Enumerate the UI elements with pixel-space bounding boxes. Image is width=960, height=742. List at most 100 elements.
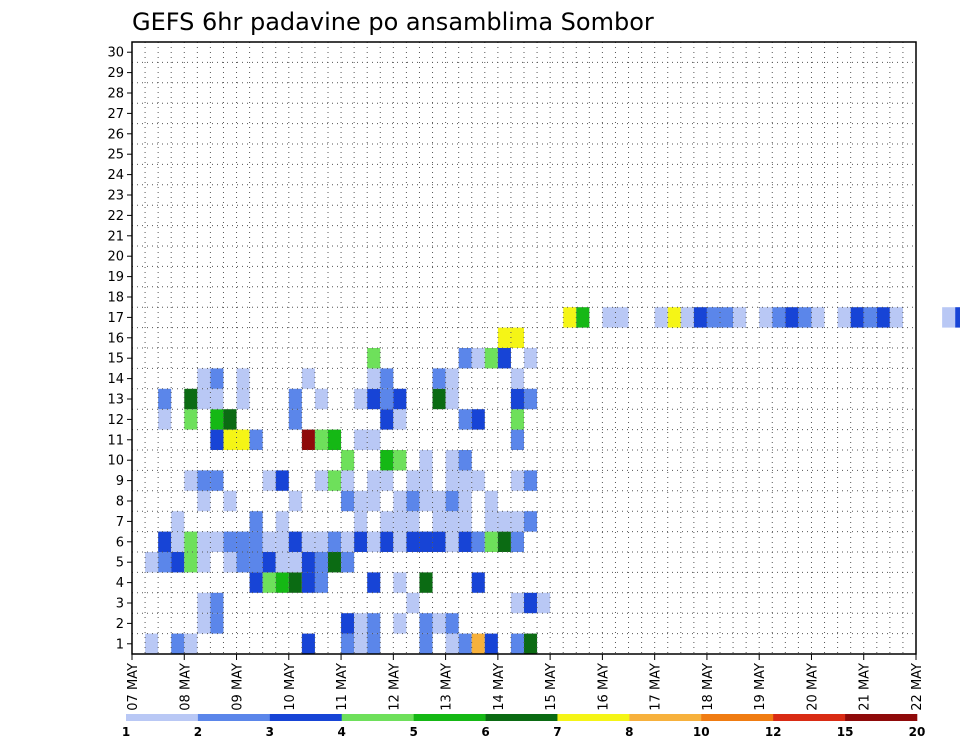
colorbar-label: 10 — [693, 725, 710, 739]
x-tick-label: 11 MAY — [335, 663, 350, 711]
precip-cell — [367, 368, 381, 389]
precip-cell — [249, 552, 263, 573]
precip-cell — [510, 633, 524, 654]
precip-cell — [432, 368, 446, 389]
precip-cell — [563, 307, 577, 328]
precip-cell — [354, 531, 368, 552]
precip-cell — [889, 307, 903, 328]
colorbar-label: 2 — [194, 725, 202, 739]
precip-cell — [615, 307, 629, 328]
precip-cell — [419, 633, 433, 654]
precip-cell — [406, 470, 420, 491]
precip-cell — [445, 613, 459, 634]
precip-cell — [772, 307, 786, 328]
y-tick-label: 2 — [116, 617, 124, 632]
x-tick-label: 09 MAY — [231, 663, 246, 711]
precip-cell — [510, 388, 524, 410]
y-tick-label: 13 — [107, 393, 124, 408]
x-tick-label: 21 MAY — [858, 663, 873, 711]
precip-cell — [733, 307, 747, 328]
precip-cell — [197, 613, 211, 634]
precip-cell — [497, 327, 511, 348]
precip-cell — [576, 307, 590, 328]
precip-cell — [380, 368, 394, 389]
precip-cell — [328, 429, 342, 450]
y-tick-label: 18 — [107, 291, 124, 306]
precip-cell — [510, 429, 524, 450]
precip-cell — [798, 307, 812, 328]
precip-cell — [942, 307, 956, 328]
precip-cell — [393, 572, 407, 593]
precip-cell — [458, 490, 472, 512]
precip-cell — [445, 633, 459, 654]
precip-cell — [210, 592, 224, 614]
x-tick-label: 20 MAY — [805, 663, 820, 711]
precip-cell — [184, 633, 198, 654]
y-tick-label: 26 — [107, 127, 124, 142]
x-axis-ticks: 07 MAY 08 MAY 09 MAY 10 MAY 11 MAY 12 MAY 13 M… — [126, 654, 925, 711]
precip-cell — [262, 552, 276, 573]
y-tick-label: 1 — [116, 637, 124, 652]
precip-cell — [471, 572, 485, 593]
precip-cell — [524, 388, 538, 410]
y-tick-label: 28 — [107, 87, 124, 102]
colorbar: 1 2 3 4 5 6 7 8 10 12 15 20 — [122, 714, 925, 739]
precip-cell — [341, 450, 355, 471]
precip-cell — [223, 552, 237, 573]
chart-title: GEFS 6hr padavine po ansamblima Sombor — [132, 8, 654, 36]
precip-cell — [210, 368, 224, 389]
colorbar-swatch — [126, 714, 199, 721]
x-tick-label: 15 MAY — [544, 663, 559, 711]
precip-cell — [223, 531, 237, 552]
colorbar-swatch — [701, 714, 774, 721]
precip-cell — [314, 552, 328, 573]
precip-cell — [341, 490, 355, 512]
precip-cell — [445, 490, 459, 512]
precip-cell — [275, 470, 289, 491]
precip-cell — [184, 470, 198, 491]
precip-cell — [288, 552, 302, 573]
y-tick-label: 22 — [107, 209, 124, 224]
colorbar-swatch — [629, 714, 702, 721]
precip-cell — [236, 429, 250, 450]
precip-cell — [367, 348, 381, 369]
precip-cell — [445, 450, 459, 471]
precip-cell — [301, 572, 315, 593]
colorbar-swatch — [269, 714, 343, 721]
colorbar-label: 8 — [625, 725, 633, 739]
precip-cell — [197, 470, 211, 491]
precip-cell — [210, 429, 224, 450]
precip-cell — [445, 531, 459, 552]
precip-cell — [171, 531, 185, 552]
y-tick-label: 30 — [107, 46, 124, 61]
precip-cell — [171, 511, 185, 532]
y-tick-label: 12 — [107, 413, 124, 428]
precip-cell — [288, 572, 302, 593]
precip-cell — [210, 531, 224, 552]
precip-cell — [510, 470, 524, 491]
precip-cell — [497, 531, 511, 552]
x-tick-label: 08 MAY — [178, 663, 193, 711]
precip-cell — [288, 388, 302, 410]
precip-cell — [275, 572, 289, 593]
precip-cell — [210, 470, 224, 491]
precip-cell — [510, 409, 524, 430]
precip-cell — [314, 470, 328, 491]
precip-cell — [275, 552, 289, 573]
precip-cell — [524, 633, 538, 654]
precip-cell — [262, 572, 276, 593]
precip-cell — [406, 592, 420, 614]
precip-cell — [197, 552, 211, 573]
precip-cell — [419, 572, 433, 593]
y-tick-label: 8 — [116, 495, 124, 510]
precip-cell — [288, 490, 302, 512]
precip-cell — [249, 531, 263, 552]
precip-cell — [432, 531, 446, 552]
precip-cell — [184, 552, 198, 573]
precip-cell — [367, 429, 381, 450]
colorbar-label: 6 — [481, 725, 489, 739]
y-tick-label: 3 — [116, 597, 124, 612]
precip-cell — [184, 531, 198, 552]
precip-cell — [367, 388, 381, 410]
colorbar-label: 3 — [266, 725, 274, 739]
